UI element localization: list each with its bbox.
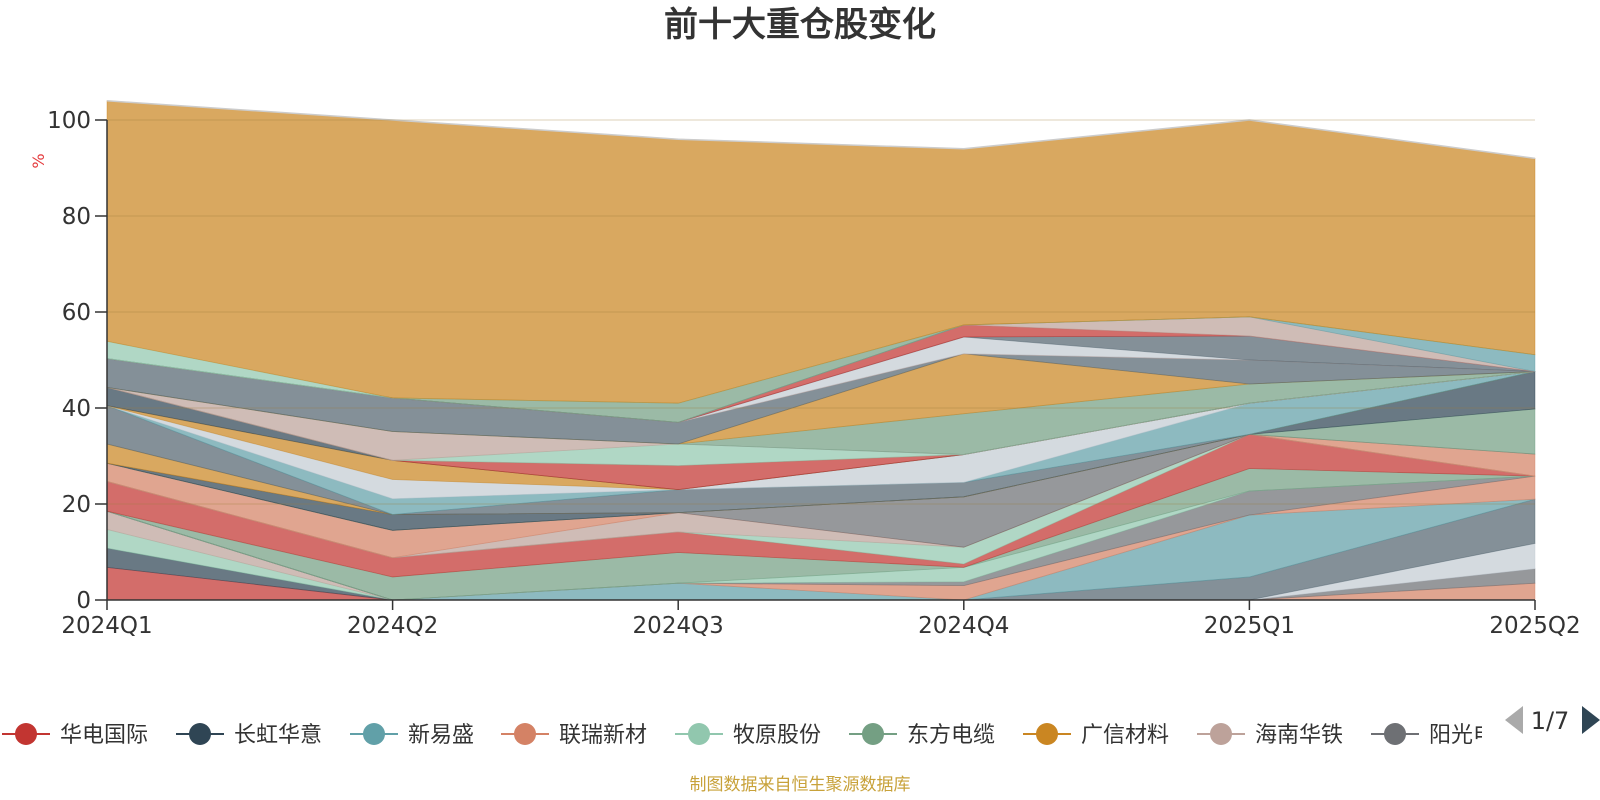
legend-item-7[interactable]: 海南华铁 <box>1197 723 1343 748</box>
legend-label-4: 牧原股份 <box>733 723 821 748</box>
y-tick-label-80: 80 <box>62 204 91 230</box>
legend-item-5[interactable]: 东方电缆 <box>849 723 995 748</box>
legend-label-6: 广信材料 <box>1081 723 1169 748</box>
legend-item-8[interactable]: 阳光电源 <box>1371 723 1517 748</box>
legend-marker <box>189 723 211 745</box>
legend-item-4[interactable]: 牧原股份 <box>675 723 821 748</box>
legend-page-indicator: 1/7 <box>1531 707 1570 735</box>
legend-prev-page-icon[interactable] <box>1505 706 1523 734</box>
series-areas <box>106 100 1536 601</box>
legend-items: 华电国际 长虹华意 新易盛 联瑞新材 牧原股份 东方电缆 广信材料 海南华铁 阳光电源 <box>2 723 1517 748</box>
legend-label-5: 东方电缆 <box>907 723 995 748</box>
legend-marker <box>688 723 710 745</box>
y-axis-label: % <box>29 153 48 168</box>
legend-item-2[interactable]: 新易盛 <box>350 723 474 748</box>
x-tick-label-0: 2024Q1 <box>61 613 152 639</box>
legend-label-0: 华电国际 <box>60 723 148 748</box>
legend-marker <box>1210 723 1232 745</box>
data-source-note: 制图数据来自恒生聚源数据库 <box>690 775 911 795</box>
x-tick-label-4: 2025Q1 <box>1204 613 1295 639</box>
legend-label-2: 新易盛 <box>408 723 474 748</box>
legend-label-3: 联瑞新材 <box>559 723 647 748</box>
legend-marker <box>1036 723 1058 745</box>
gridlines <box>107 119 1535 505</box>
axes: 0 20 40 60 80 100 2024Q1 2024Q2 2024Q3 2024Q4 2025… <box>47 108 1581 639</box>
stack-top-line <box>106 100 1536 160</box>
legend-marker <box>15 723 37 745</box>
y-tick-label-20: 20 <box>62 492 91 518</box>
x-tick-label-5: 2025Q2 <box>1489 613 1580 639</box>
y-tick-label-60: 60 <box>62 300 91 326</box>
legend-marker <box>363 723 385 745</box>
legend: 华电国际 长虹华意 新易盛 联瑞新材 牧原股份 东方电缆 广信材料 海南华铁 阳光电源 <box>2 723 1517 748</box>
legend-marker <box>1384 723 1406 745</box>
legend-pager: 1/7 <box>1505 706 1600 735</box>
legend-marker <box>514 723 536 745</box>
x-tick-label-3: 2024Q4 <box>918 613 1009 639</box>
legend-label-8: 阳光电源 <box>1429 723 1517 748</box>
legend-item-1[interactable]: 长虹华意 <box>176 723 322 748</box>
legend-marker <box>862 723 884 745</box>
x-tick-label-2: 2024Q3 <box>633 613 724 639</box>
y-tick-label-0: 0 <box>76 588 91 614</box>
x-tick-label-1: 2024Q2 <box>347 613 438 639</box>
legend-label-7: 海南华铁 <box>1255 723 1343 748</box>
y-tick-label-40: 40 <box>62 396 91 422</box>
legend-item-6[interactable]: 广信材料 <box>1023 723 1169 748</box>
chart-title: 前十大重仓股变化 <box>664 5 936 45</box>
legend-item-3[interactable]: 联瑞新材 <box>501 723 647 748</box>
legend-item-0[interactable]: 华电国际 <box>2 723 148 748</box>
y-tick-label-100: 100 <box>47 108 91 134</box>
legend-next-page-icon[interactable] <box>1582 706 1600 734</box>
legend-label-1: 长虹华意 <box>234 723 322 748</box>
